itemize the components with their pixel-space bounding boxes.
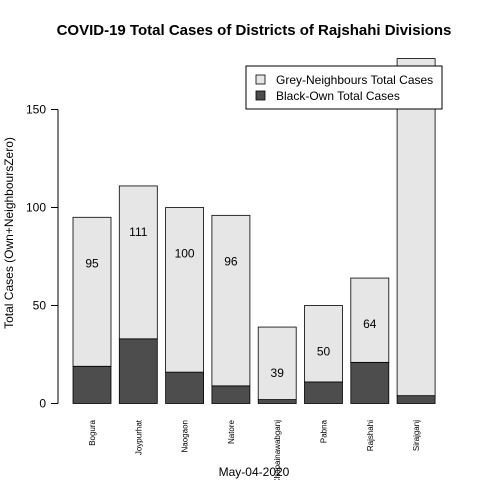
category-label-pabna: Pabna [320,419,329,443]
data-label-naogaon: 100 [175,247,195,261]
data-label-chapainawabganj: 39 [271,366,285,380]
legend-label-own: Black-Own Total Cases [276,89,400,103]
category-label-naogaon: Naogaon [181,420,190,452]
category-label-bogura: Bogura [88,419,97,445]
bar-neighbours-joypurhat [118,185,158,340]
x-category-labels: Bogura Joypurhat Naogaon Natore Chapainawabg… [88,419,421,480]
bar-own-naogaon [165,371,205,404]
bar-neighbours-pabna [304,305,343,383]
data-label-pabna: 50 [317,345,331,359]
x-axis-label: May-04-2020 [219,465,290,479]
legend: Grey-Neighbours Total Cases Black-Own To… [245,65,443,110]
bars-group: 9511110096395064176 [72,58,436,404]
y-tick-label-100: 100 [26,201,46,215]
category-label-chapainawabganj: Chapainawabganj [273,420,282,480]
bar-own-natore [211,385,251,404]
category-label-sirajganj: Sirajganj [412,420,421,451]
chart-title: COVID-19 Total Cases of Districts of Raj… [57,22,452,39]
bar-neighbours-sirajganj [396,58,436,397]
y-tick-label-150: 150 [26,103,46,117]
y-tick-label-0: 0 [39,397,46,411]
bar-own-chapainawabganj [257,399,297,404]
data-label-bogura: 95 [85,256,99,270]
data-label-joypurhat: 111 [129,225,148,239]
legend-box [245,65,443,110]
category-label-natore: Natore [227,419,236,444]
legend-swatch-own [255,90,266,101]
y-tick-label-50: 50 [33,299,47,313]
y-axis-label: Total Cases (Own+NeighboursZero) [2,137,16,329]
bar-neighbours-bogura [72,216,112,367]
bar-neighbours-naogaon [165,207,205,373]
bar-own-pabna [304,381,343,404]
legend-swatch-neighbours [255,74,266,85]
data-label-rajshahi: 64 [363,317,377,331]
bar-neighbours-natore [211,214,251,387]
bar-own-sirajganj [396,395,436,404]
bar-own-rajshahi [350,361,390,404]
category-label-joypurhat: Joypurhat [134,419,143,455]
y-axis: 0 50 100 150 [26,103,59,411]
legend-label-neighbours: Grey-Neighbours Total Cases [276,73,433,87]
data-label-natore: 96 [224,254,238,268]
bar-neighbours-rajshahi [350,277,390,363]
category-label-rajshahi: Rajshahi [366,420,375,451]
bar-own-bogura [72,365,112,404]
bar-own-joypurhat [118,338,158,404]
bar-neighbours-chapainawabganj [257,326,297,400]
